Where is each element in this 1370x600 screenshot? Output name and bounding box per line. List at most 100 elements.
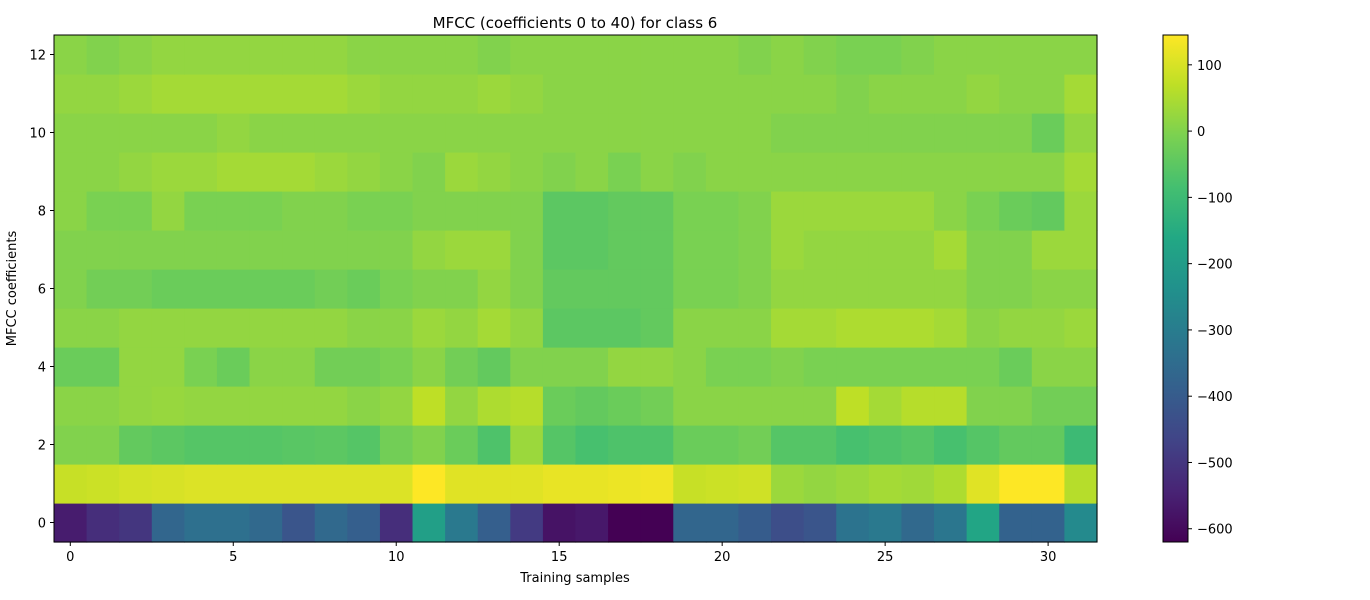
heatmap-cell [868,191,903,231]
heatmap-cell [705,230,740,270]
heatmap-cell [282,230,316,270]
y-tick-label: 10 [29,127,46,142]
heatmap-cell [542,386,577,426]
heatmap-cell [282,35,316,75]
heatmap-cell [673,269,707,309]
heatmap-cell [412,386,446,426]
heatmap-cell [347,113,381,153]
heatmap-cell [314,347,348,387]
heatmap-cell [901,230,935,270]
heatmap-cell [1031,152,1065,192]
heatmap-cell [1064,269,1098,309]
heatmap-cell [999,425,1033,465]
heatmap-cell [705,425,740,465]
heatmap-cell [445,503,479,543]
heatmap-cell [379,425,414,465]
heatmap-cell [1064,308,1098,348]
heatmap-cell [999,113,1033,153]
heatmap-cell [314,308,348,348]
heatmap-cell [347,35,381,75]
heatmap-cell [673,503,707,543]
heatmap-cell [54,347,88,387]
heatmap-cell [477,269,511,309]
heatmap-cell [1064,152,1098,192]
heatmap-cell [738,425,772,465]
heatmap-cell [542,464,577,504]
heatmap-cell [608,308,642,348]
colorbar [1162,34,1189,543]
heatmap-cell [608,503,642,543]
heatmap-cell [86,347,120,387]
heatmap-cell [379,464,414,504]
heatmap-cell [1064,191,1098,231]
heatmap-cell [836,230,870,270]
heatmap-cell [673,386,707,426]
heatmap-cell [901,308,935,348]
heatmap-cell [282,425,316,465]
heatmap-cell [1031,464,1065,504]
heatmap-cell [803,35,837,75]
heatmap-cell [379,347,414,387]
heatmap-cell [640,152,674,192]
heatmap-cell [705,113,740,153]
heatmap-cell [640,308,674,348]
heatmap-cell [184,152,218,192]
heatmap-cell [184,269,218,309]
heatmap-cell [151,191,185,231]
heatmap-cell [379,35,414,75]
heatmap-cell [510,269,544,309]
heatmap-cell [836,113,870,153]
heatmap-cell [575,35,609,75]
heatmap-cell [347,386,381,426]
heatmap-cell [314,152,348,192]
heatmap-cell [542,308,577,348]
heatmap-cell [673,425,707,465]
heatmap-cell [738,74,772,114]
heatmap-cell [314,386,348,426]
heatmap-cell [999,386,1033,426]
heatmap-cell [510,347,544,387]
heatmap-cell [575,230,609,270]
heatmap-cell [151,347,185,387]
heatmap-cell [184,347,218,387]
heatmap-cell [934,113,968,153]
y-tick-label: 2 [38,439,46,454]
heatmap-cell [1031,425,1065,465]
heatmap-cell [184,191,218,231]
heatmap-cell [934,74,968,114]
heatmap-cell [868,74,903,114]
heatmap-cell [54,386,88,426]
heatmap-cell [901,191,935,231]
heatmap-cell [999,347,1033,387]
heatmap-cell [640,35,674,75]
heatmap-cell [836,308,870,348]
heatmap-cell [412,191,446,231]
heatmap-cell [901,386,935,426]
heatmap-cell [477,425,511,465]
heatmap-cell [249,113,283,153]
heatmap-cell [477,113,511,153]
heatmap-cell [282,113,316,153]
heatmap-cell [184,74,218,114]
heatmap-cell [901,269,935,309]
heatmap-cell [673,464,707,504]
heatmap-cell [868,308,903,348]
heatmap-cell [542,425,577,465]
heatmap-cell [803,269,837,309]
heatmap-cell [836,425,870,465]
heatmap-cell [119,308,153,348]
heatmap-cell [412,503,446,543]
heatmap-cell [445,425,479,465]
x-tick-label: 25 [877,550,894,565]
heatmap-cell [738,503,772,543]
heatmap-cell [1031,74,1065,114]
heatmap-cell [673,347,707,387]
heatmap-cell [249,74,283,114]
heatmap-cell [412,347,446,387]
heatmap-cell [771,503,805,543]
heatmap-cell [868,347,903,387]
heatmap-cell [999,503,1033,543]
heatmap-cell [184,230,218,270]
heatmap-cell [771,425,805,465]
heatmap-cell [347,425,381,465]
